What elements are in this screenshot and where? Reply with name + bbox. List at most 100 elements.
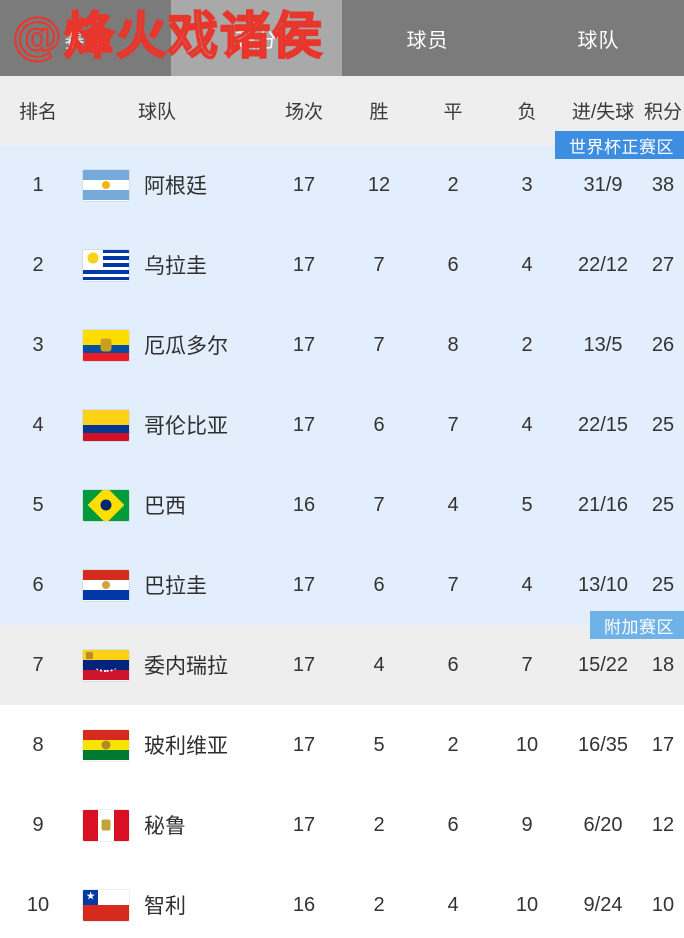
cell-won: 2 [373,813,385,836]
cell-points: 17 [651,733,675,756]
team-name: 秘鲁 [144,815,186,838]
cell-lost: 4 [521,573,533,596]
top-tab-bar: 赛程 积分 球员 球队 [0,0,684,76]
cell-lost: 10 [515,733,539,756]
team-name: 巴拉圭 [144,575,207,598]
cell-played: 17 [292,733,316,756]
flag-icon [83,489,129,521]
tab-1[interactable]: 积分 [171,0,342,76]
cell-team: 哥伦比亚 [76,409,266,441]
flag-icon [83,569,129,601]
team-name: 乌拉圭 [144,255,207,278]
cell-team: 厄瓜多尔 [76,329,266,361]
cell-drawn: 6 [447,813,459,836]
cell-won: 6 [373,413,385,436]
cell-rank: 5 [32,493,44,516]
cell-rank: 10 [26,893,50,916]
cell-points: 38 [651,173,675,196]
cell-goals: 21/16 [577,493,629,516]
team-name: 哥伦比亚 [144,415,228,438]
cell-drawn: 6 [447,253,459,276]
cell-points: 26 [651,333,675,356]
column-header-drawn: 平 [443,102,463,123]
standings-table-body: 世界杯正赛区 1 阿根廷 17 12 2 3 31/9 38 2 乌拉圭 17 7 6 4 22/12 27 3 厄… [0,131,684,938]
cell-rank: 1 [32,173,44,196]
cell-played: 17 [292,253,316,276]
cell-lost: 9 [521,813,533,836]
column-header-played: 场次 [284,102,323,123]
cell-goals: 16/35 [577,733,629,756]
cell-played: 16 [292,893,316,916]
team-name: 玻利维亚 [144,735,228,758]
cell-played: 16 [292,493,316,516]
cell-points: 10 [651,893,675,916]
cell-won: 7 [373,333,385,356]
cell-rank: 9 [32,813,44,836]
tab-0[interactable]: 赛程 [0,0,171,76]
tab-2[interactable]: 球员 [342,0,513,76]
cell-drawn: 6 [447,653,459,676]
cell-team: 巴西 [76,489,266,521]
table-row[interactable]: 10 ★ 智利 16 2 4 10 9/24 10 [0,865,684,938]
flag-icon [83,729,129,761]
tab-label: 赛程 [64,29,107,52]
team-name: 阿根廷 [144,175,207,198]
table-row[interactable]: 9 秘鲁 17 2 6 9 6/20 12 [0,785,684,865]
cell-lost: 2 [521,333,533,356]
table-row[interactable]: 附加赛区 7 委内瑞拉 17 4 6 7 15/22 18 [0,611,684,705]
cell-won: 2 [373,893,385,916]
cell-points: 25 [651,493,675,516]
table-row[interactable]: 6 巴拉圭 17 6 7 4 13/10 25 [0,545,684,625]
cell-team: 阿根廷 [76,169,266,201]
cell-drawn: 2 [447,733,459,756]
cell-drawn: 2 [447,173,459,196]
team-name: 智利 [144,895,186,918]
cell-won: 6 [373,573,385,596]
cell-lost: 7 [521,653,533,676]
cell-points: 18 [651,653,675,676]
tab-label: 球队 [577,29,620,52]
cell-points: 25 [651,573,675,596]
table-row[interactable]: 3 厄瓜多尔 17 7 8 2 13/5 26 [0,305,684,385]
column-header-won: 胜 [369,102,389,123]
cell-drawn: 7 [447,413,459,436]
cell-team: 乌拉圭 [76,249,266,281]
cell-rank: 4 [32,413,44,436]
cell-lost: 4 [521,413,533,436]
cell-played: 17 [292,333,316,356]
cell-goals: 13/10 [577,573,629,596]
table-row[interactable]: 8 玻利维亚 17 5 2 10 16/35 17 [0,705,684,785]
cell-team: 玻利维亚 [76,729,266,761]
table-row[interactable]: 4 哥伦比亚 17 6 7 4 22/15 25 [0,385,684,465]
flag-icon [83,329,129,361]
flag-icon [83,249,129,281]
cell-played: 17 [292,813,316,836]
zone-badge: 世界杯正赛区 [555,131,684,159]
table-row[interactable]: 5 巴西 16 7 4 5 21/16 25 [0,465,684,545]
cell-rank: 7 [32,653,44,676]
cell-team: 秘鲁 [76,809,266,841]
cell-played: 17 [292,413,316,436]
team-name: 巴西 [144,495,186,518]
table-row[interactable]: 2 乌拉圭 17 7 6 4 22/12 27 [0,225,684,305]
tab-3[interactable]: 球队 [513,0,684,76]
cell-drawn: 4 [447,893,459,916]
tab-label: 积分 [235,29,278,52]
cell-goals: 9/24 [583,893,623,916]
cell-goals: 22/12 [577,253,629,276]
cell-lost: 3 [521,173,533,196]
cell-drawn: 8 [447,333,459,356]
cell-won: 5 [373,733,385,756]
table-row[interactable]: 世界杯正赛区 1 阿根廷 17 12 2 3 31/9 38 [0,131,684,225]
cell-goals: 13/5 [583,333,623,356]
cell-goals: 22/15 [577,413,629,436]
column-header-rank: 排名 [18,102,57,123]
team-name: 厄瓜多尔 [144,335,228,358]
cell-drawn: 4 [447,493,459,516]
cell-won: 12 [367,173,391,196]
cell-team: ★ 智利 [76,889,266,921]
zone-badge: 附加赛区 [590,611,684,639]
cell-lost: 4 [521,253,533,276]
cell-played: 17 [292,173,316,196]
column-header-team: 球队 [138,102,177,123]
